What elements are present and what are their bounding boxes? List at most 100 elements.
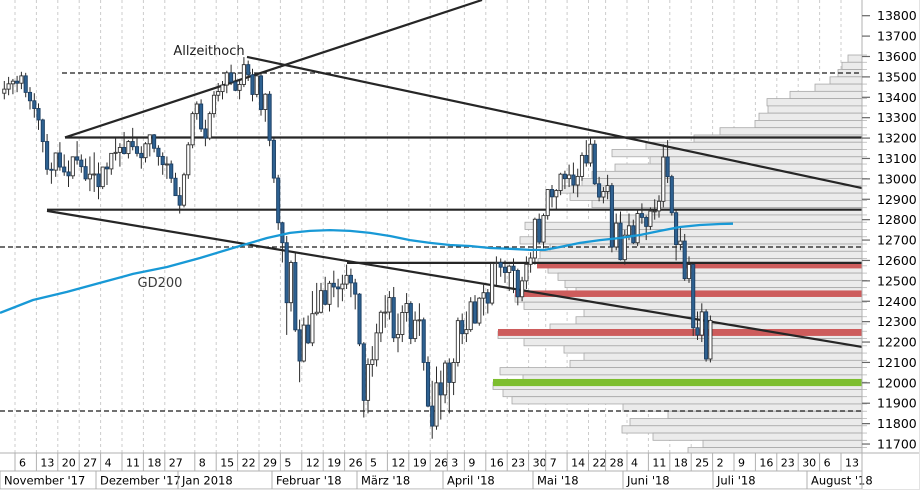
candle — [408, 303, 413, 340]
candle — [207, 113, 212, 139]
candle — [23, 75, 28, 93]
candle — [258, 75, 264, 110]
volume-profile-bar — [563, 345, 863, 354]
candle — [395, 334, 401, 339]
candle — [477, 297, 482, 324]
candle — [130, 141, 135, 148]
x-axis-day-label: 26 — [349, 457, 363, 470]
y-axis-label: 13600 — [877, 49, 917, 64]
candle — [511, 265, 516, 271]
x-axis-day-label: 30 — [533, 457, 547, 470]
candle — [541, 215, 546, 243]
x-axis-day-label: 8 — [199, 457, 206, 470]
candle — [237, 83, 242, 91]
candle — [139, 152, 144, 159]
x-axis-day-label: 5 — [284, 457, 291, 470]
y-axis-label: 12800 — [877, 212, 917, 227]
y-axis-label: 11900 — [877, 396, 917, 411]
candle — [199, 103, 204, 130]
candle — [644, 216, 649, 227]
candle — [370, 359, 375, 365]
x-axis-day-label: 13 — [40, 457, 54, 470]
candle — [661, 156, 666, 202]
x-axis-day-label: 23 — [511, 457, 525, 470]
candle — [592, 143, 597, 185]
volume-profile-bar — [789, 90, 863, 100]
rising-triangle-line — [64, 0, 483, 139]
candle — [126, 141, 131, 155]
x-axis-day-label: 15 — [220, 457, 234, 470]
candle — [708, 319, 713, 360]
candle — [181, 174, 187, 206]
candle — [443, 362, 448, 396]
candle — [567, 174, 572, 180]
candle — [383, 311, 388, 314]
x-axis-month-label: März '18 — [361, 474, 410, 488]
candle — [357, 293, 362, 345]
candle — [32, 100, 37, 109]
candle — [699, 311, 704, 336]
candle — [49, 168, 54, 171]
candle — [104, 166, 110, 170]
volume-profile-bar — [611, 149, 863, 158]
candle — [143, 143, 148, 159]
candle — [117, 147, 122, 153]
volume-profile-bar — [583, 352, 863, 361]
y-axis-label: 13300 — [877, 110, 917, 125]
candle — [455, 320, 460, 363]
volume-profile-bar — [519, 236, 863, 245]
candle — [665, 156, 670, 178]
volume-profile-bar — [754, 120, 863, 129]
x-axis-day-label: 23 — [781, 457, 795, 470]
candle — [293, 262, 298, 331]
candle — [652, 210, 657, 213]
volume-profile-bar — [687, 447, 863, 454]
volume-profile-bar — [814, 83, 863, 92]
candle — [280, 222, 285, 244]
candle — [10, 80, 15, 85]
volume-profile-bar — [847, 54, 863, 63]
candle — [340, 283, 345, 290]
candle — [524, 263, 529, 282]
candle — [96, 173, 101, 188]
x-axis-month-label: Jan 2018 — [181, 474, 233, 488]
candle — [147, 134, 152, 145]
volume-profile-bar — [499, 367, 863, 376]
volume-profile-bar — [622, 403, 863, 412]
candle — [229, 72, 234, 83]
x-axis-day-label: 22 — [242, 457, 256, 470]
candle — [622, 234, 627, 261]
x-axis-day-label: 9 — [468, 457, 475, 470]
candle — [348, 274, 353, 284]
x-axis-day-label: 30 — [802, 457, 816, 470]
y-axis-label: 13400 — [877, 90, 917, 105]
x-axis-day-label: 19 — [327, 457, 341, 470]
candle — [656, 200, 662, 212]
candle — [571, 174, 576, 186]
volume-profile-bar — [621, 425, 863, 434]
candle — [417, 319, 422, 322]
candle — [490, 263, 495, 304]
volume-profile-bar — [767, 105, 863, 114]
x-axis-day-label: 4 — [105, 457, 112, 470]
candle — [173, 177, 178, 197]
candle — [220, 84, 225, 93]
y-axis-label: 11700 — [877, 437, 917, 452]
candle — [537, 218, 542, 243]
candle — [62, 166, 67, 173]
candle — [695, 327, 700, 336]
volume-profile-bar — [591, 170, 863, 179]
candle — [45, 141, 50, 170]
candle — [318, 290, 324, 313]
candle — [19, 75, 24, 84]
x-axis-day-label: 19 — [413, 457, 427, 470]
x-axis-month-label: Juni '18 — [626, 474, 670, 488]
x-axis-month-label: Dezember '17 — [100, 474, 181, 488]
y-axis-label: 13100 — [877, 151, 917, 166]
x-axis-day-label: 22 — [593, 457, 607, 470]
volume-profile-bar — [557, 272, 863, 281]
candle — [558, 173, 563, 191]
candle — [468, 301, 473, 331]
candle — [485, 292, 490, 304]
candle — [605, 185, 610, 192]
